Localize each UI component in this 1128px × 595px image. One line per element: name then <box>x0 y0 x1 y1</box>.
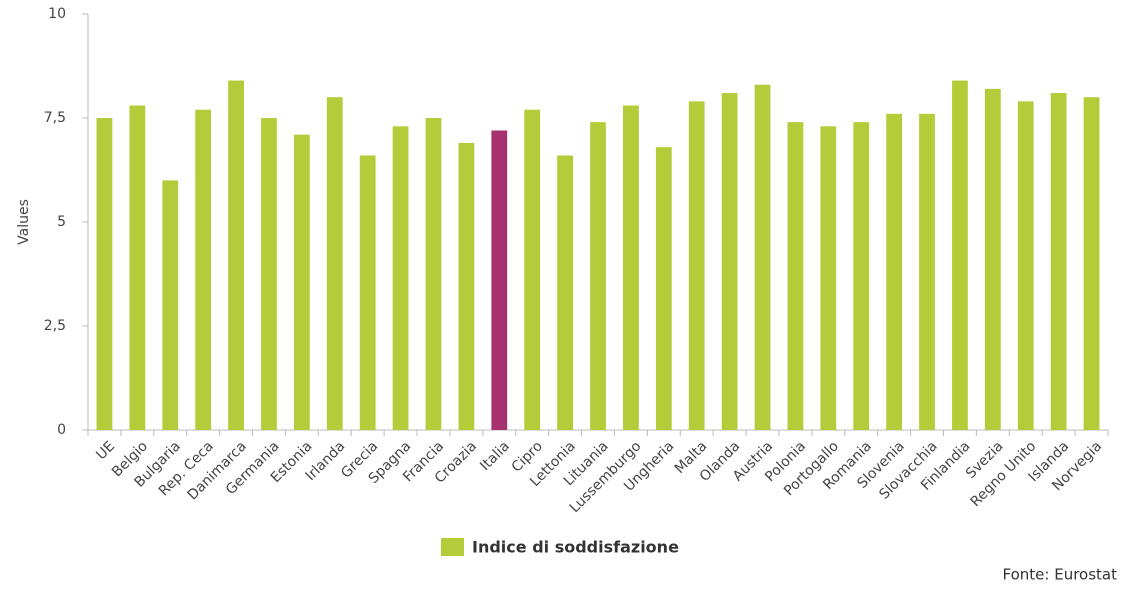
bar <box>688 101 705 431</box>
bar <box>1017 101 1034 431</box>
bar <box>952 80 968 430</box>
bar <box>293 134 310 430</box>
bar <box>721 93 738 430</box>
bar <box>984 88 1001 430</box>
bar <box>195 109 212 431</box>
x-tick-label: UE <box>93 438 118 463</box>
source-note: Fonte: Eurostat <box>1003 566 1118 584</box>
legend-swatch <box>441 538 464 556</box>
bar <box>820 126 837 430</box>
bar <box>425 118 442 430</box>
bar <box>491 130 508 431</box>
bar <box>590 122 606 430</box>
bar <box>787 122 804 430</box>
bar <box>162 180 179 430</box>
legend-label: Indice di soddisfazione <box>472 538 679 557</box>
bar <box>557 155 573 430</box>
bar <box>96 118 113 430</box>
y-tick-label: 5 <box>57 214 66 230</box>
bar <box>359 155 376 430</box>
y-axis-label: Values <box>16 199 32 245</box>
bar <box>524 109 541 431</box>
bar <box>754 84 771 430</box>
y-tick-label: 2,5 <box>44 318 66 334</box>
y-tick-label: 0 <box>57 422 66 438</box>
bar <box>853 122 870 430</box>
bar <box>326 97 343 430</box>
y-tick-label: 7,5 <box>44 110 66 126</box>
y-tick-label: 10 <box>48 6 66 22</box>
bar <box>919 113 935 430</box>
bar <box>392 126 409 430</box>
bar <box>1083 97 1100 430</box>
bar <box>261 118 277 430</box>
bar <box>458 142 475 430</box>
bar <box>886 113 903 430</box>
bar <box>1050 93 1067 430</box>
bar <box>655 147 672 430</box>
x-tick-label: Italia <box>477 438 513 474</box>
bar <box>623 105 639 431</box>
bar <box>228 80 244 430</box>
bar <box>129 105 146 431</box>
